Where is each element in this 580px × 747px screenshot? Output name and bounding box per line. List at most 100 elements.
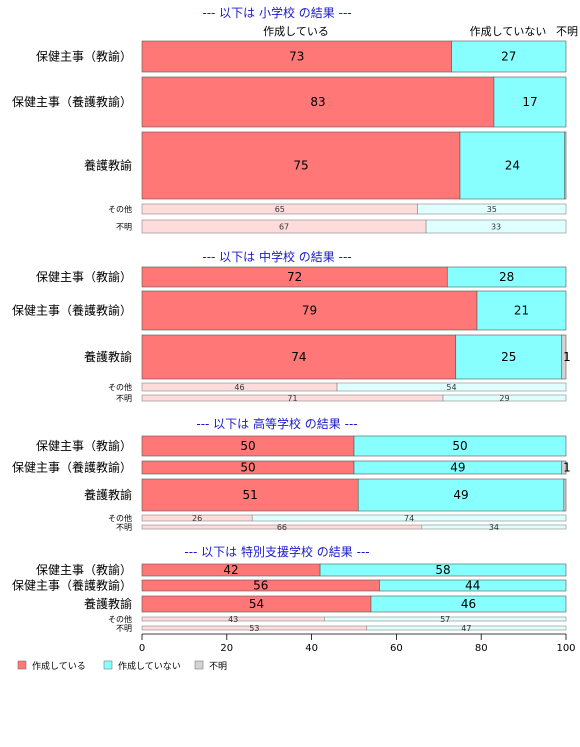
category-label: 保健主事（教諭） (36, 438, 132, 453)
bar-not-made (324, 616, 567, 622)
data-label: 42 (223, 563, 238, 577)
data-label: 54 (446, 383, 456, 392)
data-label: 75 (293, 159, 308, 173)
data-label: 56 (253, 579, 268, 593)
data-label: 54 (249, 597, 264, 611)
data-label: 66 (277, 523, 287, 532)
bar-not-made (357, 478, 565, 512)
legend: 作成している 作成していない 不明 (17, 660, 227, 672)
data-label: 1 (563, 461, 571, 475)
legend-swatch (103, 660, 113, 670)
bar-not-made (319, 563, 567, 577)
legend-label: 作成していない (118, 660, 181, 672)
legend-label: 不明 (209, 661, 227, 672)
bar-not-made (451, 40, 567, 73)
bar-group: --- 以下は 小学校 の結果 --- 保健主事（教諭） 73 27 保健主事（養護教諭… (12, 5, 567, 234)
bar-not-made (417, 203, 567, 215)
bar-made (141, 76, 495, 128)
data-label: 28 (499, 270, 514, 284)
category-label: 不明 (116, 394, 132, 403)
x-tick-label: 80 (475, 643, 488, 654)
data-label: 83 (310, 95, 325, 109)
data-label: 46 (234, 383, 244, 392)
data-label: 47 (461, 624, 471, 633)
bar-not-made (493, 76, 567, 128)
data-label: 21 (514, 304, 529, 318)
category-label: 保健主事（教諭） (36, 49, 132, 64)
bar-not-made (336, 382, 567, 392)
bar-unknown (563, 478, 567, 512)
data-label: 79 (302, 304, 317, 318)
bar-group: --- 以下は 高等学校 の結果 --- 保健主事（教諭） 50 50 保健主事（養護教… (12, 416, 571, 532)
data-label: 57 (440, 615, 450, 624)
data-label: 58 (435, 563, 450, 577)
bar-made (141, 478, 359, 512)
category-label: 保健主事（養護教諭） (12, 578, 132, 593)
bar-not-made (366, 625, 567, 631)
bar-not-made (459, 131, 566, 200)
x-tick-label: 0 (139, 643, 145, 654)
category-label: 保健主事（養護教諭） (12, 303, 132, 318)
data-label: 24 (505, 159, 520, 173)
data-label: 49 (453, 488, 468, 502)
x-tick-label: 60 (390, 643, 403, 654)
data-label: 50 (452, 439, 467, 453)
data-label: 43 (228, 615, 238, 624)
bar-made (141, 334, 457, 380)
data-label: 73 (289, 50, 304, 64)
data-label: 51 (242, 488, 257, 502)
data-label: 17 (522, 95, 537, 109)
bar-not-made (425, 219, 567, 234)
bar-groups: --- 以下は 小学校 の結果 --- 保健主事（教諭） 73 27 保健主事（養護教諭… (12, 5, 571, 633)
category-label: その他 (108, 382, 132, 392)
category-label: その他 (108, 513, 132, 523)
data-label: 29 (499, 394, 509, 403)
bar-group: --- 以下は 特別支援学校 の結果 --- 保健主事（教諭） 42 58 保健主事（養… (12, 544, 567, 633)
bar-unknown (561, 460, 567, 475)
x-axis: 0 20 40 60 80 100 (139, 633, 576, 654)
x-tick-label: 100 (556, 643, 575, 654)
section-title: --- 以下は 小学校 の結果 --- (202, 5, 351, 20)
section-title: --- 以下は 中学校 の結果 --- (202, 249, 351, 264)
data-label: 35 (487, 205, 497, 214)
category-label: 保健主事（教諭） (36, 562, 132, 577)
legend-swatch (194, 660, 204, 670)
data-label: 49 (450, 461, 465, 475)
bar-not-made (476, 290, 567, 331)
data-label: 26 (192, 514, 202, 523)
data-label: 27 (501, 50, 516, 64)
data-label: 33 (491, 223, 501, 232)
bar-made (141, 131, 461, 200)
data-label: 74 (291, 350, 306, 364)
data-label: 53 (249, 624, 259, 633)
bar-not-made (353, 435, 567, 457)
category-label: その他 (108, 204, 132, 214)
data-label: 74 (404, 514, 414, 523)
bar-not-made (455, 334, 563, 380)
bar-unknown (561, 334, 567, 380)
header-made-label: 作成している (263, 25, 329, 38)
section-title: --- 以下は 特別支援学校 の結果 --- (184, 544, 369, 559)
header-unknown-label: 不明 (556, 25, 578, 38)
data-label: 1 (563, 350, 571, 364)
bar-group: --- 以下は 中学校 の結果 --- 保健主事（教諭） 72 28 保健主事（養護教諭… (12, 249, 571, 403)
bar-not-made (421, 524, 567, 530)
data-label: 44 (465, 579, 480, 593)
bar-not-made (446, 266, 567, 288)
bar-not-made (442, 394, 567, 402)
data-label: 72 (287, 270, 302, 284)
data-label: 50 (240, 439, 255, 453)
category-label: 不明 (116, 624, 132, 633)
category-label: 保健主事（養護教諭） (12, 460, 132, 475)
category-label: 不明 (116, 523, 132, 532)
category-label: 養護教諭 (84, 487, 132, 502)
category-label: 養護教諭 (84, 349, 132, 364)
header-not-made-label: 作成していない (470, 25, 547, 38)
data-label: 25 (501, 350, 516, 364)
x-tick-label: 20 (220, 643, 233, 654)
bar-unknown (564, 131, 567, 200)
data-label: 50 (240, 461, 255, 475)
category-label: 保健主事（養護教諭） (12, 94, 132, 109)
category-label: その他 (108, 614, 132, 624)
